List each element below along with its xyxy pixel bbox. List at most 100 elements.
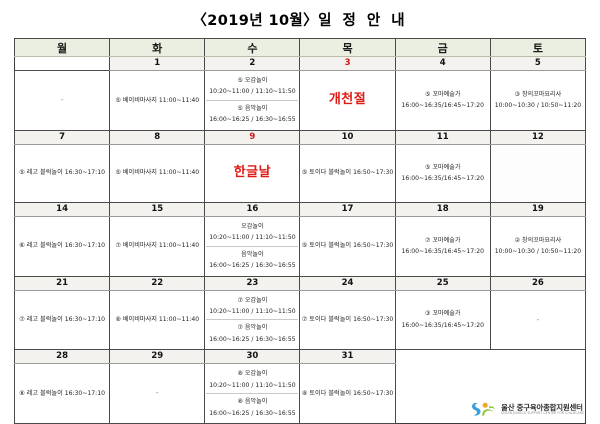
event-heading: ⑦ 음악놀이 bbox=[206, 323, 298, 332]
event-entry: ⑤ 토이다 블럭놀이 16:50~17:30 bbox=[301, 168, 394, 178]
footer-org-name-en: ULSAN JUNGGU SUPPORT CENTER FOR CHILDCAR… bbox=[501, 411, 584, 416]
event-name: 베이비마사지 bbox=[122, 316, 157, 324]
event-entry: ③ 창의꼬마요리사 10:00~10:30 / 10:50~11:20 bbox=[492, 90, 584, 111]
calendar-cell-event: ⑤ 토이다 블럭놀이 16:50~17:30 bbox=[299, 143, 396, 203]
date-cell: 18 bbox=[394, 201, 491, 217]
weekday-header-thu: 목 bbox=[299, 38, 396, 57]
event-session-number: ⑤ bbox=[237, 104, 243, 112]
event-time: 10:00~10:30 / 10:50~11:20 bbox=[494, 102, 582, 110]
event-time: 16:00~16:25 / 16:30~16:55 bbox=[209, 262, 296, 270]
calendar-cell-no-event: - bbox=[489, 289, 587, 351]
calendar-cell-event: ⑤ 베이비마사지 11:00~11:40 bbox=[109, 70, 206, 131]
event-entry: 음악놀이 16:00~16:25 / 16:30~16:55 bbox=[206, 245, 299, 274]
calendar-cell-holiday: 개천절 bbox=[299, 70, 396, 131]
event-entry: ⑦ 베이비마사지 11:00~11:40 bbox=[111, 241, 203, 251]
event-time: 16:00~16:35/16:45~17:20 bbox=[401, 102, 484, 110]
event-entry: ⑧ 음악놀이 16:00~16:25 / 16:30~16:55 bbox=[206, 393, 299, 421]
event-session-number: ⑦ bbox=[237, 324, 243, 332]
event-entry: ⑤ 베이비마사지 11:00~11:40 bbox=[111, 168, 203, 178]
date-cell-blank bbox=[395, 349, 491, 364]
week-content-row: ⑤ 레고 블럭놀이 16:30~17:10 ⑤ 베이비마사지 11:00~11:4… bbox=[13, 143, 587, 203]
date-cell: 14 bbox=[13, 201, 111, 217]
event-time: 16:30~17:10 bbox=[64, 316, 105, 324]
footer-logo: 울산 중구육아종합지원센터 ULSAN JUNGGU SUPPORT CENTE… bbox=[470, 401, 584, 418]
event-heading: ⑧ 음악놀이 bbox=[206, 397, 298, 406]
event-entry: 오감놀이 10:20~11:00 / 11:10~11:50 bbox=[206, 219, 298, 246]
event-name: 레고 블럭놀이 bbox=[26, 316, 63, 324]
event-entry: ⑦ 꼬마예술가 16:00~16:35/16:45~17:20 bbox=[397, 236, 489, 257]
event-entry: ⑦ 레고 블럭놀이 16:30~17:10 bbox=[16, 315, 108, 325]
event-time: 16:50~17:30 bbox=[353, 316, 394, 324]
no-event-dash: - bbox=[60, 95, 64, 105]
event-time: 11:00~11:40 bbox=[158, 169, 200, 177]
calendar-cell-event: ③ 꼬마예술가 16:00~16:35/16:45~17:20 bbox=[394, 289, 491, 351]
calendar-cell-no-event: - bbox=[13, 70, 111, 131]
event-slot-group: ⑤ 오감놀이 10:20~11:00 / 11:10~11:50 ⑤ 음악놀이 16:… bbox=[206, 73, 299, 128]
date-cell: 4 bbox=[394, 56, 491, 71]
event-time: 10:20~11:00 / 11:10~11:50 bbox=[209, 234, 296, 242]
calendar-cell-event: ⑤ 토이다 블럭놀이 16:50~17:30 bbox=[299, 215, 396, 277]
event-time: 16:00~16:25 / 16:30~16:55 bbox=[209, 116, 296, 124]
event-time: 10:20~11:00 / 11:10~11:50 bbox=[209, 381, 296, 389]
event-session-number: ⑧ bbox=[115, 316, 121, 324]
event-name: 창의꼬마요리사 bbox=[521, 236, 562, 244]
calendar-cell-event-double: ⑤ 오감놀이 10:20~11:00 / 11:10~11:50 ⑤ 음악놀이 16:… bbox=[204, 70, 301, 131]
event-time: 16:00~16:35/16:45~17:20 bbox=[401, 175, 484, 183]
event-entry: ⑧ 토이다 블럭놀이 16:50~17:30 bbox=[301, 389, 394, 399]
event-name: 토이다 블럭놀이 bbox=[309, 169, 352, 177]
event-heading: 오감놀이 bbox=[206, 222, 298, 231]
calendar-cell-event: ⑤ 꼬마예술가 16:00~16:35/16:45~17:20 bbox=[394, 70, 491, 131]
event-time: 10:20~11:00 / 11:10~11:50 bbox=[209, 88, 296, 96]
no-event-dash: - bbox=[155, 388, 159, 398]
event-session-number: ⑥ bbox=[19, 242, 25, 250]
date-cell: 5 bbox=[489, 56, 587, 71]
event-time: 16:30~17:10 bbox=[64, 389, 105, 397]
date-cell: 16 bbox=[204, 201, 301, 217]
date-cell: 23 bbox=[204, 275, 301, 291]
date-cell-blank bbox=[490, 349, 586, 364]
event-name: 창의꼬마요리사 bbox=[521, 90, 562, 98]
event-entry: ⑤ 토이다 블럭놀이 16:50~17:30 bbox=[301, 241, 394, 251]
event-name: 베이비마사지 bbox=[122, 242, 157, 250]
date-cell: 11 bbox=[394, 129, 491, 145]
date-cell: 19 bbox=[489, 201, 587, 217]
event-name: 꼬마예술가 bbox=[432, 163, 461, 171]
date-cell: 25 bbox=[394, 275, 491, 291]
event-name: 베이비마사지 bbox=[122, 96, 157, 104]
event-session-number: ⑤ bbox=[115, 169, 121, 177]
calendar-cell-event: ⑦ 토이다 블럭놀이 16:50~17:30 bbox=[299, 289, 396, 351]
date-cell: 26 bbox=[489, 275, 587, 291]
event-session-number: ⑤ bbox=[301, 242, 308, 250]
calendar-cell-event: ⑧ 베이비마사지 11:00~11:40 bbox=[109, 289, 206, 351]
event-name: 음악놀이 bbox=[244, 324, 268, 332]
event-session-number: ⑧ bbox=[19, 389, 25, 397]
event-session-number: ⑤ bbox=[301, 169, 308, 177]
event-entry: ⑤ 꼬마예술가 16:00~16:35/16:45~17:20 bbox=[397, 163, 489, 184]
date-cell: 9 bbox=[204, 129, 301, 145]
event-heading: ⑤ 음악놀이 bbox=[206, 104, 298, 113]
event-entry: ⑦ 토이다 블럭놀이 16:50~17:30 bbox=[301, 315, 394, 325]
event-time: 11:00~11:40 bbox=[158, 96, 200, 104]
calendar-cell-event: ⑦ 꼬마예술가 16:00~16:35/16:45~17:20 bbox=[394, 215, 491, 277]
event-name: 토이다 블럭놀이 bbox=[309, 389, 352, 397]
page-title: 〈2019년 10월〉일 정 안 내 bbox=[192, 9, 407, 30]
holiday-label: 개천절 bbox=[328, 92, 367, 108]
event-name: 오감놀이 bbox=[241, 222, 264, 230]
event-name: 오감놀이 bbox=[244, 296, 268, 304]
calendar-cell-event-double: ⑧ 오감놀이 10:20~11:00 / 11:10~11:50 ⑧ 음악놀이 16:… bbox=[204, 363, 301, 424]
date-cell: 12 bbox=[489, 129, 587, 145]
event-heading: ⑧ 오감놀이 bbox=[206, 369, 298, 378]
calendar-cell-no-event: - bbox=[109, 363, 206, 424]
weekday-header-mon: 월 bbox=[13, 38, 111, 57]
event-name: 오감놀이 bbox=[244, 370, 268, 378]
date-number-row: 7 8 9 10 11 12 bbox=[13, 129, 587, 145]
title-year-month: 〈2019년 10월〉 bbox=[192, 12, 319, 29]
event-time: 16:00~16:35/16:45~17:20 bbox=[401, 248, 484, 256]
event-entry: ③ 꼬마예술가 16:00~16:35/16:45~17:20 bbox=[397, 309, 489, 330]
event-heading: ⑦ 오감놀이 bbox=[206, 296, 298, 305]
event-name: 꼬마예술가 bbox=[432, 310, 461, 318]
event-name: 토이다 블럭놀이 bbox=[309, 316, 352, 324]
date-number-row: 28 29 30 31 bbox=[13, 349, 586, 365]
